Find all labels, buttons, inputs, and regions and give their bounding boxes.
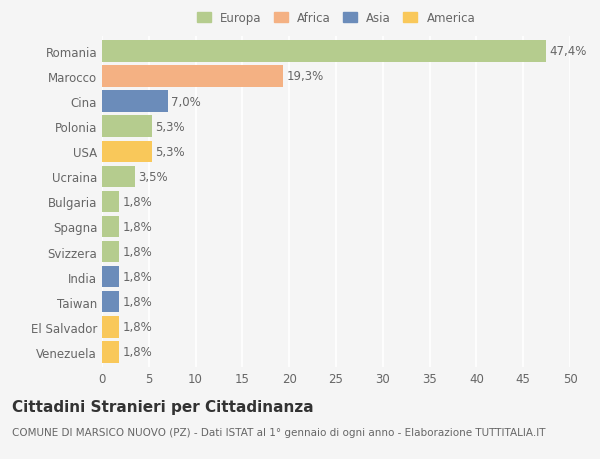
Bar <box>102 241 119 263</box>
Bar <box>102 191 119 213</box>
Bar <box>102 91 167 112</box>
Text: 7,0%: 7,0% <box>171 95 201 108</box>
Text: 1,8%: 1,8% <box>122 321 152 334</box>
Text: 1,8%: 1,8% <box>122 246 152 258</box>
Text: 3,5%: 3,5% <box>139 170 168 184</box>
Bar <box>102 141 152 162</box>
Bar <box>102 116 152 138</box>
Text: COMUNE DI MARSICO NUOVO (PZ) - Dati ISTAT al 1° gennaio di ogni anno - Elaborazi: COMUNE DI MARSICO NUOVO (PZ) - Dati ISTA… <box>12 427 545 437</box>
Bar <box>102 66 283 87</box>
Text: 47,4%: 47,4% <box>550 45 587 58</box>
Bar <box>102 341 119 363</box>
Text: 19,3%: 19,3% <box>286 70 323 83</box>
Text: 1,8%: 1,8% <box>122 196 152 208</box>
Text: 1,8%: 1,8% <box>122 220 152 234</box>
Text: 1,8%: 1,8% <box>122 296 152 308</box>
Bar <box>102 166 135 188</box>
Text: 1,8%: 1,8% <box>122 271 152 284</box>
Text: Cittadini Stranieri per Cittadinanza: Cittadini Stranieri per Cittadinanza <box>12 399 314 414</box>
Bar <box>102 291 119 313</box>
Bar <box>102 216 119 238</box>
Text: 5,3%: 5,3% <box>155 120 185 133</box>
Text: 1,8%: 1,8% <box>122 346 152 358</box>
Legend: Europa, Africa, Asia, America: Europa, Africa, Asia, America <box>194 10 478 27</box>
Bar <box>102 317 119 338</box>
Bar <box>102 41 545 62</box>
Text: 5,3%: 5,3% <box>155 146 185 158</box>
Bar <box>102 266 119 288</box>
